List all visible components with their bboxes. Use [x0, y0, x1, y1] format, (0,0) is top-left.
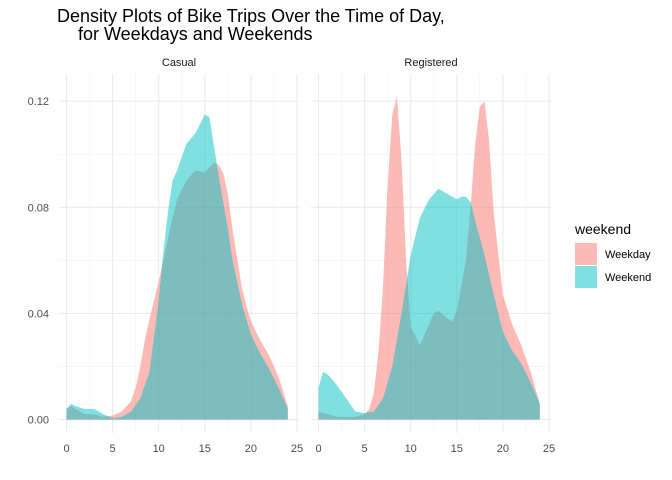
density-area-weekend	[66, 114, 288, 420]
y-tick-label: 0.08	[28, 202, 49, 214]
x-tick-label: 0	[63, 443, 69, 455]
legend-key-weekend	[575, 266, 597, 288]
x-tick-label: 0	[315, 443, 321, 455]
x-tick-label: 25	[291, 443, 303, 455]
y-tick-label: 0.04	[28, 308, 49, 320]
legend: weekend Weekday Weekend	[574, 221, 651, 288]
legend-title: weekend	[574, 221, 631, 237]
x-tick-label: 10	[405, 443, 417, 455]
x-tick-label: 5	[362, 443, 368, 455]
facet-casual: Casual 0 5 10 15 20 25	[59, 57, 303, 455]
chart-subtitle: for Weekdays and Weekends	[78, 24, 312, 44]
facet-strip-label: Registered	[404, 57, 457, 69]
y-tick-label: 0.12	[28, 96, 49, 108]
x-tick-label: 25	[543, 443, 555, 455]
density-area-weekend	[318, 188, 540, 420]
x-tick-label: 15	[451, 443, 463, 455]
legend-label-weekend: Weekend	[605, 272, 651, 284]
facet-panels: Casual 0 5 10 15 20 25 Registered 0 5 10 15 20 25 0.00…	[28, 57, 556, 455]
x-tick-label: 15	[199, 443, 211, 455]
y-tick-label: 0.00	[28, 415, 49, 427]
legend-key-weekday	[575, 243, 597, 265]
x-tick-label: 20	[497, 443, 509, 455]
facet-registered: Registered 0 5 10 15 20 25	[311, 57, 555, 455]
legend-label-weekday: Weekday	[605, 249, 651, 261]
x-tick-label: 10	[153, 443, 165, 455]
chart-title: Density Plots of Bike Trips Over the Tim…	[57, 6, 445, 26]
facet-strip-label: Casual	[162, 57, 196, 69]
x-tick-label: 5	[110, 443, 116, 455]
x-tick-label: 20	[245, 443, 257, 455]
